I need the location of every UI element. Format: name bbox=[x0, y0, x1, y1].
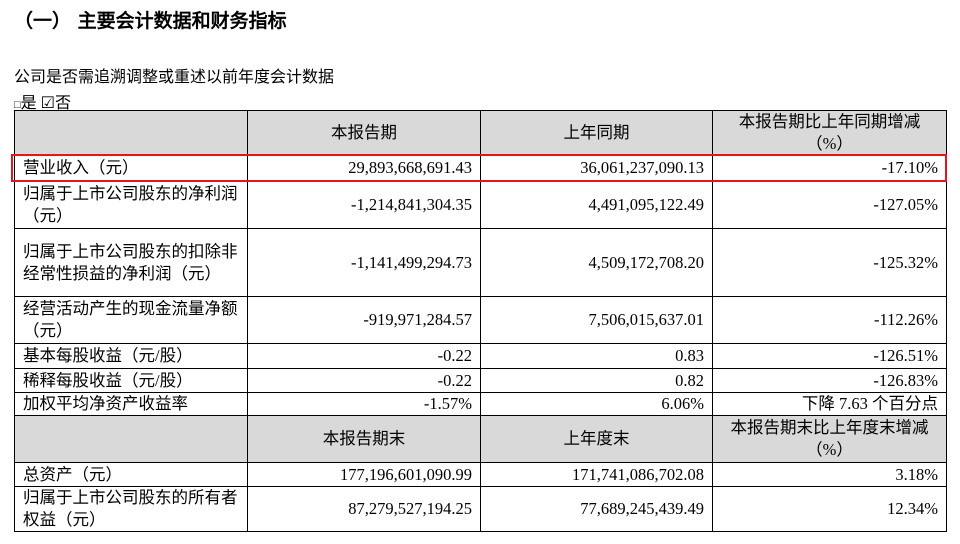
value-cell: 36,061,237,090.13 bbox=[480, 155, 713, 181]
label-cell: 归属于上市公司股东的扣除非经常性损益的净利润（元） bbox=[14, 228, 248, 297]
data-row: 归属于上市公司股东的扣除非经常性损益的净利润（元） -1,141,499,294.… bbox=[14, 228, 947, 297]
value-cell: 7,506,015,637.01 bbox=[480, 296, 713, 344]
value-cell: 87,279,527,194.25 bbox=[247, 486, 481, 532]
value-cell: 171,741,086,702.08 bbox=[480, 462, 713, 487]
value-cell: 0.83 bbox=[480, 343, 713, 369]
value-cell: -112.26% bbox=[712, 296, 947, 344]
header-cell: 上年同期 bbox=[480, 110, 713, 156]
value-cell: 0.82 bbox=[480, 368, 713, 393]
label-cell: 营业收入（元） bbox=[14, 155, 248, 181]
header-cell: 本报告期末比上年度末增减（%） bbox=[712, 415, 947, 463]
label-cell: 加权平均净资产收益率 bbox=[14, 392, 248, 416]
value-cell: -126.83% bbox=[712, 368, 947, 393]
label-cell: 经营活动产生的现金流量净额（元） bbox=[14, 296, 248, 344]
data-row: 基本每股收益（元/股） -0.22 0.83 -126.51% bbox=[14, 343, 947, 369]
header-cell bbox=[14, 110, 248, 156]
value-cell: 29,893,668,691.43 bbox=[247, 155, 481, 181]
header-row: 本报告期末 上年度末 本报告期末比上年度末增减（%） bbox=[14, 415, 947, 463]
data-row: 总资产（元） 177,196,601,090.99 171,741,086,702.… bbox=[14, 462, 947, 487]
option-no: 否 bbox=[55, 95, 72, 112]
value-cell: -919,971,284.57 bbox=[247, 296, 481, 344]
data-row: 经营活动产生的现金流量净额（元） -919,971,284.57 7,506,015… bbox=[14, 296, 947, 344]
value-cell: 77,689,245,439.49 bbox=[480, 486, 713, 532]
label-cell: 总资产（元） bbox=[14, 462, 248, 487]
value-cell: 下降 7.63 个百分点 bbox=[712, 392, 947, 416]
value-cell: -1,214,841,304.35 bbox=[247, 180, 481, 229]
value-cell: 6.06% bbox=[480, 392, 713, 416]
section-title: （一） 主要会计数据和财务指标 bbox=[14, 10, 287, 32]
value-cell: -125.32% bbox=[712, 228, 947, 297]
value-cell: 12.34% bbox=[712, 486, 947, 532]
value-cell: -127.05% bbox=[712, 180, 947, 229]
label-cell: 归属于上市公司股东的净利润（元） bbox=[14, 180, 248, 229]
option-yes: 是 bbox=[20, 95, 37, 112]
data-row: 加权平均净资产收益率 -1.57% 6.06% 下降 7.63 个百分点 bbox=[14, 392, 947, 416]
data-row: 归属于上市公司股东的所有者权益（元） 87,279,527,194.25 77,68… bbox=[14, 486, 947, 532]
highlight-box bbox=[11, 154, 947, 182]
data-row: 归属于上市公司股东的净利润（元） -1,214,841,304.35 4,491,0… bbox=[14, 180, 947, 229]
value-cell: 4,491,095,122.49 bbox=[480, 180, 713, 229]
header-cell: 本报告期末 bbox=[247, 415, 481, 463]
header-cell: 上年度末 bbox=[480, 415, 713, 463]
value-cell: -1,141,499,294.73 bbox=[247, 228, 481, 297]
value-cell: 4,509,172,708.20 bbox=[480, 228, 713, 297]
label-cell: 基本每股收益（元/股） bbox=[14, 343, 248, 369]
header-cell: 本报告期比上年同期增减（%） bbox=[712, 110, 947, 156]
options: □是 ☑否 bbox=[14, 95, 72, 112]
value-cell: -0.22 bbox=[247, 343, 481, 369]
value-cell: -126.51% bbox=[712, 343, 947, 369]
header-row: 本报告期 上年同期 本报告期比上年同期增减（%） bbox=[14, 110, 947, 156]
value-cell: -0.22 bbox=[247, 368, 481, 393]
value-cell: 177,196,601,090.99 bbox=[247, 462, 481, 487]
header-cell: 本报告期 bbox=[247, 110, 481, 156]
label-cell: 归属于上市公司股东的所有者权益（元） bbox=[14, 486, 248, 532]
label-cell: 稀释每股收益（元/股） bbox=[14, 368, 248, 393]
value-cell: -1.57% bbox=[247, 392, 481, 416]
question: 公司是否需追溯调整或重述以前年度会计数据 bbox=[14, 69, 335, 86]
data-row: 稀释每股收益（元/股） -0.22 0.82 -126.83% bbox=[14, 368, 947, 393]
header-cell bbox=[14, 415, 248, 463]
value-cell: 3.18% bbox=[712, 462, 947, 487]
financial-table: 本报告期 上年同期 本报告期比上年同期增减（%） 营业收入（元） 29,893,668,… bbox=[14, 110, 947, 532]
